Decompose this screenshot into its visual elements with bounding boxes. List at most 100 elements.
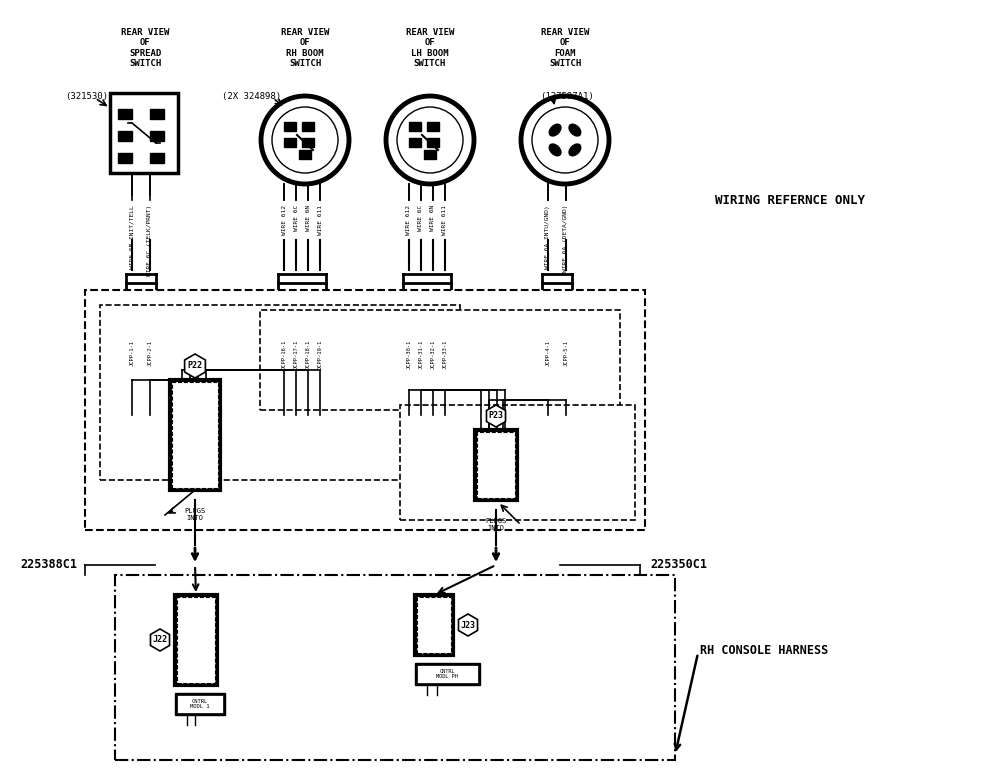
- Bar: [200, 454, 214, 466]
- Text: WIRE 6A INTU/GND): WIRE 6A INTU/GND): [546, 205, 550, 268]
- Ellipse shape: [569, 124, 581, 136]
- Bar: [440, 606, 452, 617]
- Bar: [477, 432, 515, 498]
- Circle shape: [261, 96, 349, 184]
- Text: P23: P23: [488, 411, 504, 421]
- Bar: [177, 695, 223, 713]
- Bar: [420, 640, 432, 651]
- Bar: [202, 639, 215, 650]
- Text: JCPP-1-1: JCPP-1-1: [130, 340, 134, 366]
- Bar: [480, 466, 493, 477]
- Bar: [176, 454, 190, 466]
- Text: WIRE 6B INIT/TELL: WIRE 6B INIT/TELL: [130, 205, 134, 268]
- Bar: [427, 122, 439, 131]
- Text: (2X 324898): (2X 324898): [222, 92, 281, 102]
- Circle shape: [532, 107, 598, 173]
- Bar: [417, 597, 451, 653]
- Bar: [175, 595, 217, 685]
- Bar: [415, 595, 453, 655]
- Bar: [115, 575, 675, 760]
- Text: REAR VIEW
OF
RH BOOM
SWITCH: REAR VIEW OF RH BOOM SWITCH: [281, 28, 329, 68]
- Text: REAR VIEW
OF
SPREAD
SWITCH: REAR VIEW OF SPREAD SWITCH: [121, 28, 169, 68]
- Bar: [424, 150, 436, 159]
- Bar: [440, 623, 452, 634]
- Bar: [299, 150, 311, 159]
- Text: JCPP-30-1: JCPP-30-1: [406, 340, 412, 369]
- Bar: [100, 305, 460, 480]
- Bar: [417, 665, 478, 683]
- Bar: [420, 606, 432, 617]
- Bar: [176, 436, 190, 448]
- Text: RH CONSOLE HARNESS: RH CONSOLE HARNESS: [700, 643, 828, 656]
- Bar: [302, 122, 314, 131]
- Bar: [200, 472, 214, 484]
- Bar: [260, 310, 620, 410]
- Text: JCPP-16-1: JCPP-16-1: [282, 340, 287, 369]
- Bar: [202, 624, 215, 635]
- Bar: [202, 609, 215, 620]
- Bar: [440, 640, 452, 651]
- Text: PLUGS
INTO: PLUGS INTO: [485, 518, 507, 531]
- Text: REAR VIEW
OF
FOAM
SWITCH: REAR VIEW OF FOAM SWITCH: [541, 28, 589, 68]
- Bar: [180, 639, 193, 650]
- Bar: [202, 654, 215, 665]
- Text: WIRE 612: WIRE 612: [282, 205, 287, 235]
- Text: JCPP-31-1: JCPP-31-1: [418, 340, 424, 369]
- Text: J22: J22: [152, 636, 168, 645]
- Circle shape: [521, 96, 609, 184]
- Text: JCPP-19-1: JCPP-19-1: [318, 340, 322, 369]
- Text: J23: J23: [460, 621, 476, 629]
- Bar: [415, 663, 480, 685]
- Bar: [500, 466, 513, 477]
- Text: JCPP-4-1: JCPP-4-1: [546, 340, 550, 366]
- Bar: [85, 290, 645, 530]
- Bar: [284, 122, 296, 131]
- Bar: [180, 609, 193, 620]
- Bar: [170, 380, 220, 490]
- Text: WIRE 611: WIRE 611: [318, 205, 322, 235]
- Circle shape: [386, 96, 474, 184]
- Text: WIRE 612: WIRE 612: [406, 205, 412, 235]
- Text: JCPP-32-1: JCPP-32-1: [430, 340, 436, 369]
- Bar: [500, 448, 513, 459]
- Bar: [176, 400, 190, 412]
- Bar: [175, 693, 225, 715]
- Bar: [202, 669, 215, 680]
- Circle shape: [272, 107, 338, 173]
- Bar: [176, 418, 190, 430]
- Bar: [200, 418, 214, 430]
- Bar: [180, 624, 193, 635]
- Bar: [302, 138, 314, 147]
- Text: JCPP-33-1: JCPP-33-1: [442, 340, 448, 369]
- Bar: [200, 400, 214, 412]
- Text: 225388C1: 225388C1: [20, 559, 77, 571]
- Text: WIRE 6N: WIRE 6N: [306, 205, 310, 231]
- Circle shape: [397, 107, 463, 173]
- Text: JCPP-18-1: JCPP-18-1: [306, 340, 310, 369]
- Text: WIRE 611: WIRE 611: [442, 205, 448, 235]
- Bar: [172, 382, 218, 488]
- Ellipse shape: [549, 144, 561, 156]
- Bar: [180, 669, 193, 680]
- Bar: [150, 153, 164, 163]
- Text: JCPP-2-1: JCPP-2-1: [148, 340, 152, 366]
- Text: CNTRL
MODL PH: CNTRL MODL PH: [436, 669, 458, 680]
- Ellipse shape: [569, 144, 581, 156]
- Text: (127597A1): (127597A1): [540, 92, 594, 102]
- Bar: [200, 436, 214, 448]
- Bar: [500, 484, 513, 495]
- Bar: [427, 138, 439, 147]
- Text: REAR VIEW
OF
LH BOOM
SWITCH: REAR VIEW OF LH BOOM SWITCH: [406, 28, 454, 68]
- Bar: [480, 448, 493, 459]
- Text: JCPP-5-1: JCPP-5-1: [564, 340, 568, 366]
- Text: JCPP-17-1: JCPP-17-1: [294, 340, 298, 369]
- Text: (321530): (321530): [65, 92, 108, 102]
- Bar: [118, 109, 132, 119]
- Text: WIRING REFERNCE ONLY: WIRING REFERNCE ONLY: [715, 193, 865, 206]
- Text: CNTRL
MODL 1: CNTRL MODL 1: [190, 698, 210, 709]
- Text: WIRE 6A (DETA/GND): WIRE 6A (DETA/GND): [564, 205, 568, 272]
- Bar: [480, 484, 493, 495]
- Bar: [409, 138, 421, 147]
- Text: P22: P22: [188, 362, 202, 370]
- Text: WIRE 6C: WIRE 6C: [418, 205, 424, 231]
